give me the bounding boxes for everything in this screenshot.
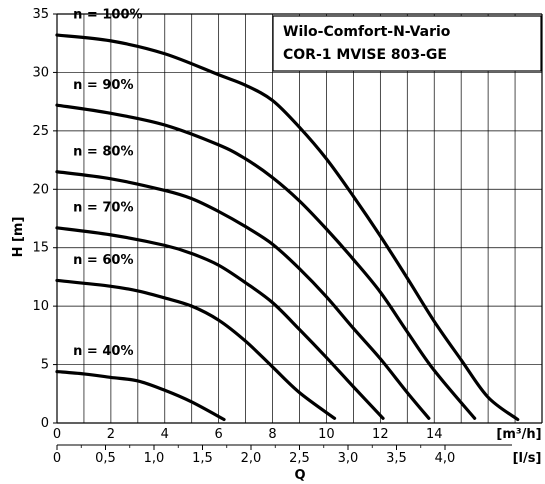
x-tick-label-ls: 1,5 [192, 451, 213, 466]
series-label-6: n = 40% [73, 344, 133, 359]
y-tick-label: 0 [41, 416, 49, 431]
curves-layer [55, 33, 520, 422]
y-tick-label: 35 [32, 7, 49, 22]
series-label-4: n = 70% [73, 200, 133, 215]
x-tick-label-m3h: 2 [107, 427, 115, 442]
x-axis-label: Q [294, 468, 305, 483]
grid-layer [57, 14, 542, 423]
y-tick-label: 30 [32, 65, 49, 80]
series-line-1 [55, 33, 520, 422]
x-tick-label-m3h: 6 [215, 427, 223, 442]
series-line-3 [55, 170, 431, 420]
x-tick-label-ls: 2,0 [241, 451, 262, 466]
series-line-4 [55, 226, 385, 420]
labels-layer: n = 100% n = 90% n = 80% n = 70% n = 60% n = … [73, 8, 142, 360]
y-tick-label: 15 [32, 241, 49, 256]
series-label-2: n = 90% [73, 78, 133, 93]
title-line-1: Wilo-Comfort-N-Vario [283, 24, 451, 40]
x-tick-label-m3h: 10 [318, 427, 335, 442]
x-tick-label-ls: 3,5 [386, 451, 407, 466]
x-tick-label-ls: 4,0 [435, 451, 456, 466]
x-tick-label-ls: 3,0 [338, 451, 359, 466]
x-unit-primary: [m³/h] [496, 427, 541, 442]
series-label-3: n = 80% [73, 144, 133, 159]
title-line-2: COR-1 MVISE 803-GE [283, 47, 447, 63]
x-tick-label-ls: 0,5 [95, 451, 116, 466]
series-label-1: n = 100% [73, 8, 142, 23]
y-tick-label: 25 [32, 124, 49, 139]
series-line-2 [55, 103, 477, 420]
y-tick-label: 5 [41, 358, 49, 373]
series-label-5: n = 60% [73, 253, 133, 268]
x-tick-label-m3h: 8 [268, 427, 276, 442]
x-tick-label-m3h: 4 [161, 427, 169, 442]
x-tick-label-m3h: 12 [372, 427, 389, 442]
axes-layer: 0 5 10 15 20 25 30 35 0 2 4 6 8 10 12 14 0 0,5 1,0 1,5 2,0 2,… [32, 7, 543, 466]
y-tick-label: 10 [32, 299, 49, 314]
y-tick-label: 20 [32, 182, 49, 197]
x-tick-label-ls: 1,0 [144, 451, 165, 466]
x-tick-label-m3h: 14 [426, 427, 443, 442]
x-tick-label-ls: 0 [53, 451, 61, 466]
series-line-6 [55, 369, 226, 422]
y-axis-label: H [m] [11, 217, 26, 258]
x-tick-label-ls: 2,5 [289, 451, 310, 466]
x-tick-label-m3h: 0 [53, 427, 61, 442]
series-line-5 [55, 278, 337, 420]
x-unit-secondary: [l/s] [513, 451, 542, 466]
title-box: Wilo-Comfort-N-Vario COR-1 MVISE 803-GE [272, 15, 542, 72]
